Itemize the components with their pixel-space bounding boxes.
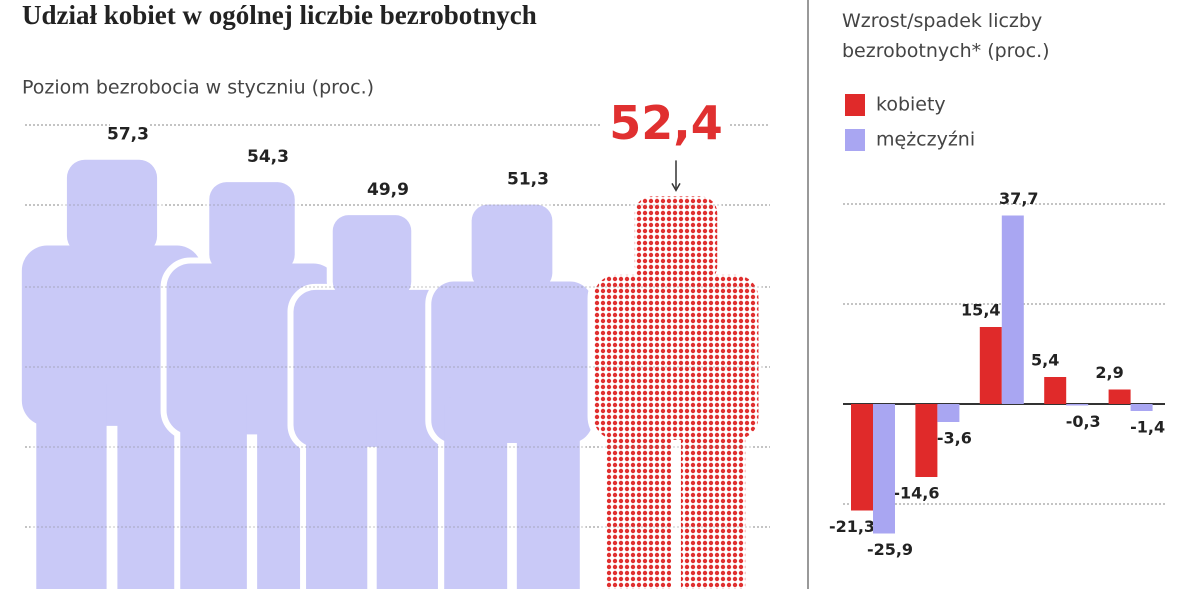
person bbox=[425, 198, 599, 589]
chart-title: Udział kobiet w ogólnej liczbie bezrobot… bbox=[22, 0, 537, 30]
arrow-head bbox=[671, 183, 681, 192]
decor-lines bbox=[25, 204, 770, 528]
value-label: -25,9 bbox=[867, 540, 913, 559]
chart-title: Wzrost/spadek liczby bezrobotnych* (proc… bbox=[842, 10, 1050, 62]
bar bbox=[851, 404, 873, 511]
value-label: -1,4 bbox=[1130, 418, 1165, 437]
bar bbox=[915, 404, 938, 477]
bar bbox=[1130, 404, 1153, 411]
bar bbox=[979, 327, 1002, 404]
value-label: -21,3 bbox=[829, 517, 875, 536]
legend-label: mężczyźni bbox=[876, 129, 975, 151]
value-label: -0,3 bbox=[1066, 412, 1101, 431]
bar bbox=[1044, 377, 1067, 404]
person bbox=[587, 190, 765, 589]
value-label: 49,9 bbox=[367, 180, 409, 200]
bar bbox=[937, 404, 960, 422]
value-label: 37,7 bbox=[999, 189, 1038, 208]
value-label: 52,4 bbox=[609, 96, 723, 150]
value-label: 15,4 bbox=[961, 301, 1000, 320]
value-label: 2,9 bbox=[1095, 363, 1123, 382]
bar bbox=[1001, 215, 1024, 404]
value-label: 54,3 bbox=[247, 147, 289, 167]
bar bbox=[1108, 389, 1131, 404]
person bbox=[287, 209, 457, 589]
person bbox=[15, 153, 209, 589]
value-label: 51,3 bbox=[507, 170, 549, 190]
value-label: -3,6 bbox=[937, 429, 972, 448]
legend-swatch bbox=[845, 94, 865, 116]
bar bbox=[873, 404, 895, 534]
legend-swatch bbox=[845, 129, 865, 151]
legend-label: kobiety bbox=[876, 94, 946, 116]
subtitle: Poziom bezrobocia w styczniu (proc.) bbox=[22, 77, 374, 99]
value-label: 57,3 bbox=[107, 125, 149, 145]
value-label: 5,4 bbox=[1031, 351, 1059, 370]
bar bbox=[1066, 404, 1089, 406]
value-label: -14,6 bbox=[893, 484, 939, 503]
